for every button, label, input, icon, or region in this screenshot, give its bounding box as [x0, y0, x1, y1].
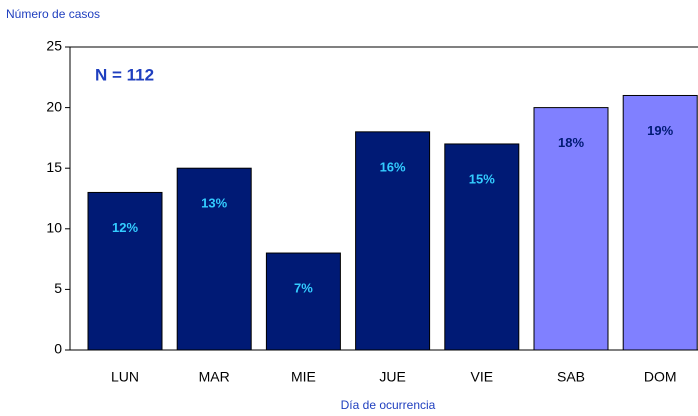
y-tick-label: 20	[46, 98, 62, 114]
y-axis-label: Número de casos	[6, 7, 100, 21]
y-tick-label: 15	[46, 159, 62, 175]
bar-label: 7%	[294, 280, 313, 295]
x-tick-label: JUE	[379, 369, 405, 385]
bar-label: 19%	[647, 123, 673, 138]
y-tick-label: 10	[46, 220, 62, 236]
bar	[87, 191, 163, 351]
bar	[533, 107, 609, 351]
bar-label: 15%	[469, 171, 495, 186]
y-tick-label: 25	[46, 38, 62, 54]
x-tick-label: DOM	[644, 369, 677, 385]
bar	[265, 252, 341, 351]
bar-label: 13%	[201, 196, 227, 211]
bar	[444, 143, 520, 351]
x-axis-label: Día de ocurrencia	[341, 398, 436, 412]
bar	[355, 131, 431, 351]
y-tick-label: 5	[54, 280, 62, 296]
annotation: N = 112	[95, 65, 154, 84]
bar-label: 16%	[380, 159, 406, 174]
x-tick-label: MAR	[199, 369, 230, 385]
x-tick-label: MIE	[291, 369, 316, 385]
x-tick-label: SAB	[557, 369, 585, 385]
bar-label: 12%	[112, 220, 138, 235]
bar	[176, 167, 252, 351]
x-tick-label: LUN	[111, 369, 139, 385]
x-tick-label: VIE	[471, 369, 494, 385]
bar-label: 18%	[558, 135, 584, 150]
bar	[622, 94, 698, 351]
y-tick-label: 0	[54, 341, 62, 357]
